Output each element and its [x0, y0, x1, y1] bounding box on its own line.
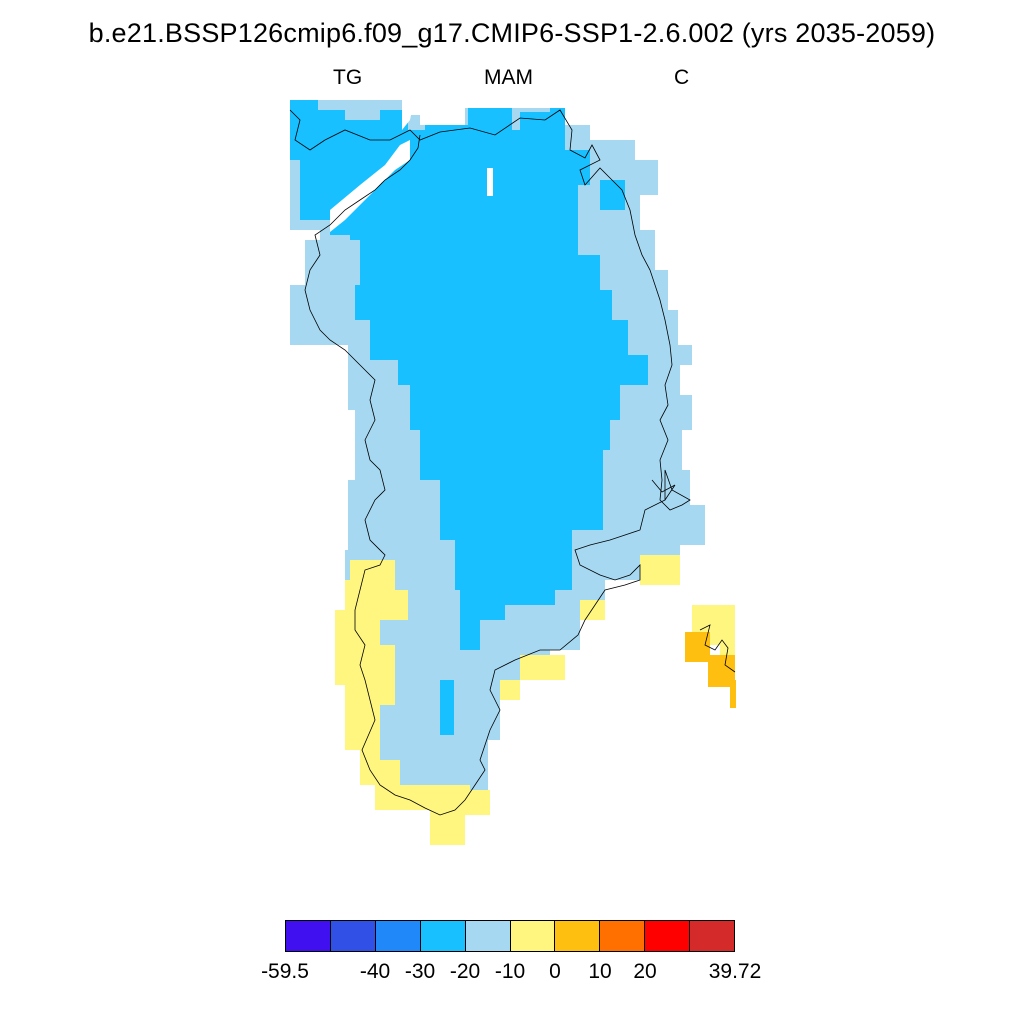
- colorbar-swatch: [555, 921, 601, 951]
- colorbar-swatch: [330, 921, 376, 951]
- colorbar: [285, 920, 735, 952]
- colorbar-swatch: [286, 921, 331, 951]
- region-yellow: [335, 555, 735, 845]
- colorbar-swatch: [420, 921, 466, 951]
- colorbar-swatch: [465, 921, 511, 951]
- colorbar-tick-label: 39.72: [708, 960, 762, 983]
- colorbar-tick-label: 10: [588, 960, 612, 983]
- season-label: MAM: [484, 66, 533, 89]
- colorbar-swatch: [645, 921, 691, 951]
- figure-title: b.e21.BSSP126cmip6.f09_g17.CMIP6-SSP1-2.…: [88, 18, 936, 48]
- units-label: C: [674, 66, 690, 89]
- region-deep-blue: [290, 100, 648, 735]
- colorbar-tick-label: 0: [549, 960, 561, 983]
- colorbar-tick-label: -10: [494, 960, 526, 983]
- colorbar-swatch: [690, 921, 735, 951]
- colorbar-tick-label: -59.5: [261, 960, 309, 983]
- region-orange: [685, 632, 736, 708]
- variable-label: TG: [333, 66, 363, 89]
- coastline: [289, 109, 736, 816]
- colorbar-swatch: [600, 921, 646, 951]
- colorbar-tick-label: -40: [359, 960, 391, 983]
- colorbar-tick-label: -20: [449, 960, 481, 983]
- colorbar-swatch: [510, 921, 556, 951]
- colorbar-tick-label: -30: [404, 960, 436, 983]
- colorbar-tick-label: 20: [633, 960, 657, 983]
- colorbar-swatch: [375, 921, 421, 951]
- region-ocean-gaps: [330, 100, 493, 232]
